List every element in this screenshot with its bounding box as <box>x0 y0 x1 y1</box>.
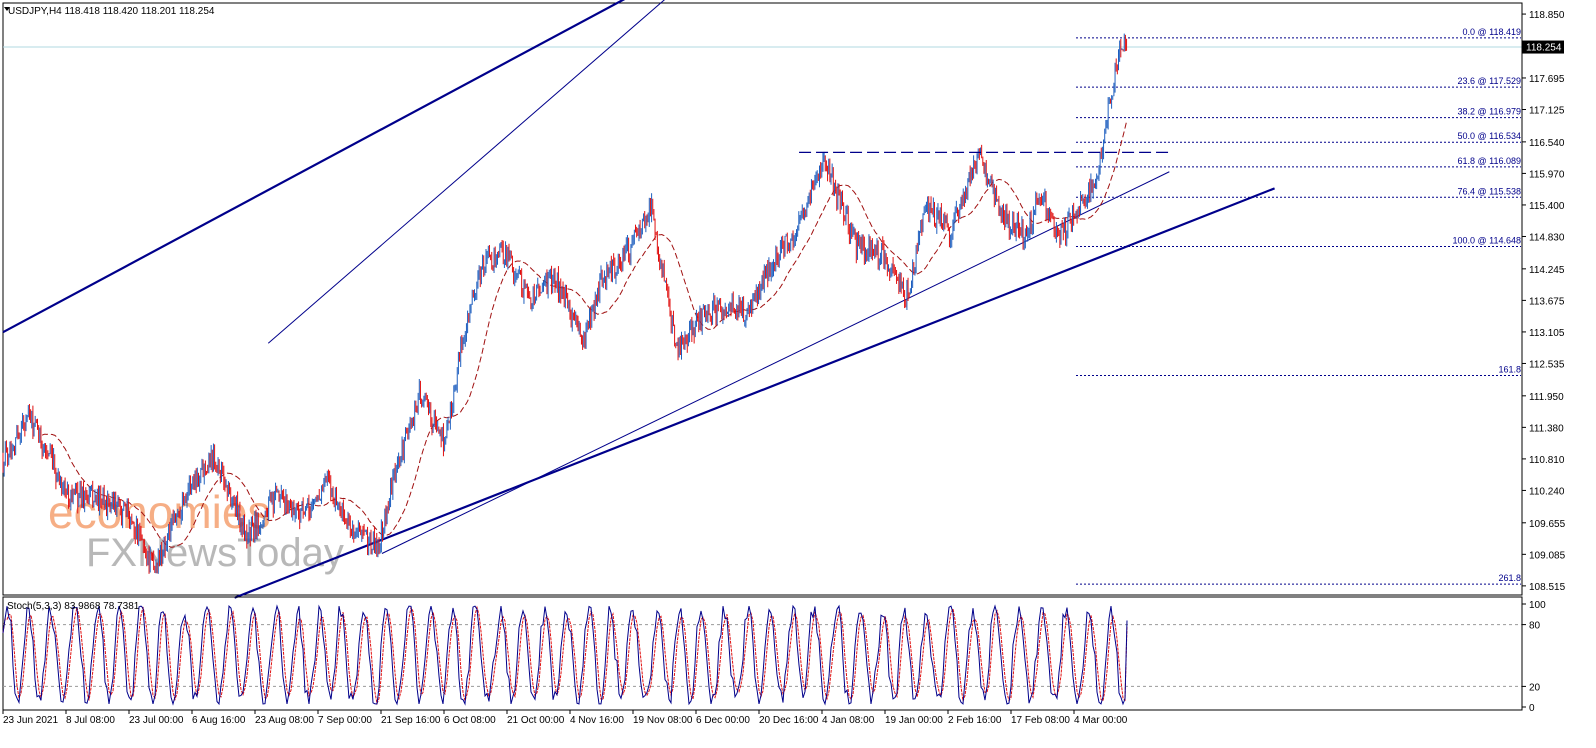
price-tick-label: 111.380 <box>1529 423 1564 434</box>
time-tick-label: 8 Jul 08:00 <box>66 715 115 726</box>
time-tick-label: 23 Jun 2021 <box>3 715 58 726</box>
time-tick-label: 7 Sep 00:00 <box>318 715 372 726</box>
price-tick-label: 116.540 <box>1529 138 1565 149</box>
price-tick-label: 112.535 <box>1529 359 1565 370</box>
price-tick-label: 111.950 <box>1529 392 1564 403</box>
moving-average <box>41 121 1127 548</box>
price-panel: economies FXNewsToday 0.0 @ 118.419 23.6 … <box>2 0 1523 599</box>
time-tick-label: 23 Aug 08:00 <box>255 715 314 726</box>
stochastic-signal-line <box>2 605 1128 706</box>
fib-level-label: 50.0 @ 116.534 <box>1457 131 1521 141</box>
current-price-label: 118.254 <box>1526 43 1562 54</box>
time-tick-label: 19 Nov 08:00 <box>633 715 693 726</box>
fib-level-label: 261.8 <box>1498 573 1521 583</box>
time-tick-label: 21 Oct 00:00 <box>507 715 565 726</box>
price-tick-label: 110.810 <box>1529 455 1565 466</box>
time-tick-label: 21 Sep 16:00 <box>381 715 441 726</box>
price-tick-label: 113.105 <box>1529 328 1565 339</box>
price-tick-label: 115.400 <box>1529 201 1565 212</box>
current-price-tag: 118.254 <box>1522 40 1564 54</box>
price-tick-label: 117.125 <box>1529 106 1565 117</box>
watermark: economies FXNewsToday <box>48 486 344 575</box>
watermark-sub: FXNewsToday <box>86 531 344 575</box>
price-tick-label: 113.675 <box>1529 296 1565 307</box>
chevron-down-icon <box>4 7 10 11</box>
fibonacci-levels: 0.0 @ 118.419 23.6 @ 117.529 38.2 @ 116.97… <box>1076 27 1521 585</box>
current-price-box <box>1522 40 1564 54</box>
time-tick-label: 19 Jan 00:00 <box>885 715 943 726</box>
price-tick-label: 109.085 <box>1529 550 1566 561</box>
price-tick-label: 118.850 <box>1529 10 1565 21</box>
stochastic-panel: Stoch(5,3,3) 83.9868 78.7381 <box>2 596 1523 711</box>
price-tick-label: 117.695 <box>1529 74 1565 85</box>
fib-level-label: 76.4 @ 115.538 <box>1457 186 1521 196</box>
channel-lines <box>2 0 1275 599</box>
fib-level-label: 100.0 @ 114.648 <box>1452 236 1521 246</box>
time-tick-label: 4 Nov 16:00 <box>570 715 624 726</box>
fib-level-label: 161.8 <box>1498 364 1521 374</box>
price-tick-label: 108.515 <box>1529 582 1566 593</box>
price-axis: 118.850 117.695 117.125 116.540 115.970 115.4… <box>1521 3 1566 595</box>
channel-line-inner-upper <box>267 0 665 344</box>
price-tick-label: 114.245 <box>1529 265 1565 276</box>
stochastic-main-line <box>2 604 1128 706</box>
fib-level-label: 23.6 @ 117.529 <box>1457 76 1521 86</box>
price-tick-label: 114.830 <box>1529 232 1565 243</box>
time-tick-label: 2 Feb 16:00 <box>948 715 1002 726</box>
symbol-header: USDJPY,H4 118.418 118.420 118.201 118.25… <box>8 6 215 17</box>
stochastic-axis: 100 80 20 0 <box>1521 597 1546 714</box>
stochastic-levels <box>3 624 1522 687</box>
stochastic-lines <box>2 604 1128 706</box>
time-tick-label: 4 Jan 08:00 <box>822 715 875 726</box>
channel-line-outer-lower <box>234 187 1275 599</box>
time-axis: 23 Jun 2021 8 Jul 08:00 23 Jul 00:00 6 Aug … <box>2 710 1128 726</box>
time-tick-label: 4 Mar 00:00 <box>1074 715 1128 726</box>
candles <box>2 33 1128 574</box>
time-tick-label: 23 Jul 00:00 <box>129 715 184 726</box>
stochastic-tick-label: 20 <box>1529 682 1541 693</box>
stochastic-label: Stoch(5,3,3) 83.9868 78.7381 <box>7 601 140 612</box>
price-tick-label: 110.240 <box>1529 486 1565 497</box>
stochastic-tick-label: 0 <box>1529 703 1535 714</box>
price-tick-label: 109.655 <box>1529 519 1566 530</box>
time-tick-label: 17 Feb 08:00 <box>1011 715 1070 726</box>
fib-level-label: 0.0 @ 118.419 <box>1462 27 1521 37</box>
fib-level-label: 61.8 @ 116.089 <box>1457 156 1521 166</box>
stochastic-tick-label: 100 <box>1529 600 1546 611</box>
price-tick-label: 115.970 <box>1529 169 1565 180</box>
fib-level-label: 38.2 @ 116.979 <box>1457 107 1521 117</box>
time-tick-label: 20 Dec 16:00 <box>759 715 819 726</box>
channel-line-inner-lower <box>381 171 1170 554</box>
time-tick-label: 6 Oct 08:00 <box>444 715 496 726</box>
moving-average-line <box>41 121 1127 548</box>
stochastic-tick-label: 80 <box>1529 621 1541 632</box>
time-tick-label: 6 Dec 00:00 <box>696 715 750 726</box>
channel-line-outer-upper <box>2 0 626 334</box>
time-tick-label: 6 Aug 16:00 <box>192 715 246 726</box>
